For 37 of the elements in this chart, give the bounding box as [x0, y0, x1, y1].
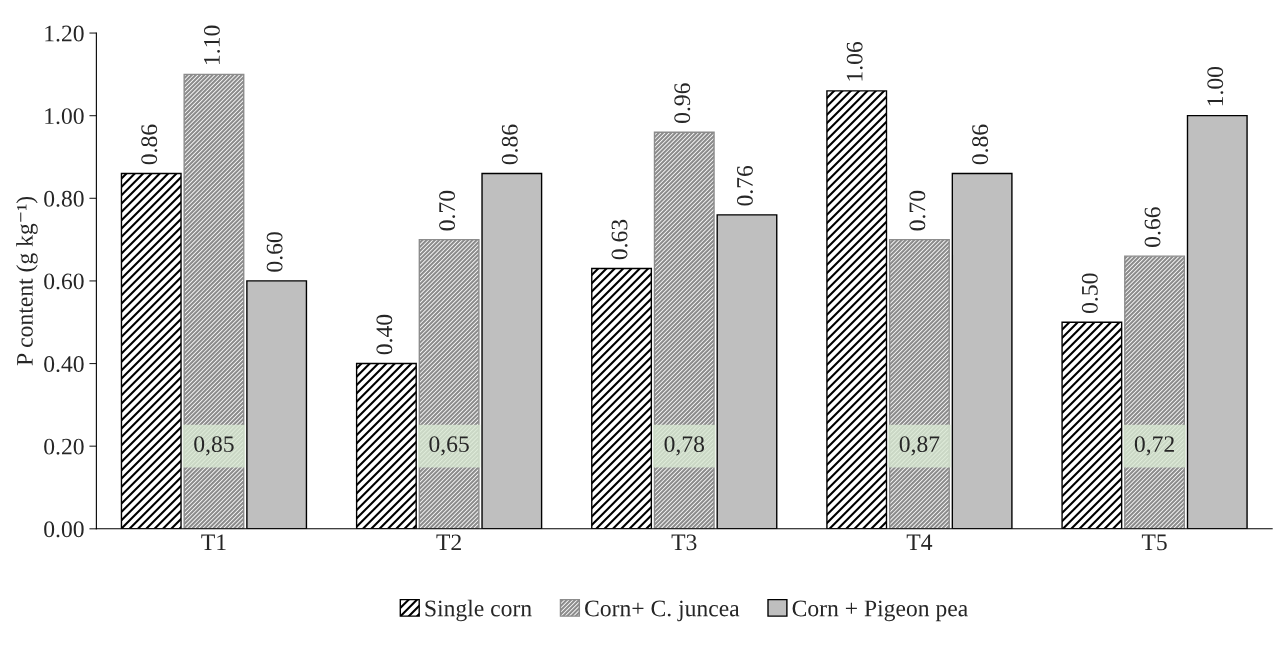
data-label: 0.70: [439, 190, 456, 231]
data-label: 0.40: [376, 314, 393, 355]
x-tick-label: T4: [906, 534, 933, 551]
x-tick-label: T2: [436, 534, 461, 551]
x-tick-label: T1: [201, 534, 226, 551]
y-tick-label: 0.20: [44, 438, 84, 455]
x-tick-label: T3: [671, 534, 697, 551]
data-label: 0.66: [1144, 207, 1161, 247]
data-label: 0.86: [972, 124, 989, 165]
annotation: 0,87: [899, 436, 940, 456]
legend-label: Corn+ C. juncea: [585, 600, 740, 622]
data-label: 0.86: [501, 124, 518, 165]
y-tick-label: 1.20: [45, 25, 84, 42]
data-label: 0.76: [736, 165, 753, 206]
legend-label: Corn + Pigeon pea: [792, 600, 968, 622]
data-label: 0.96: [674, 83, 691, 123]
y-tick-label: 0.80: [44, 190, 84, 207]
data-label: 0.70: [909, 190, 926, 231]
data-label: 0.60: [266, 232, 283, 272]
annotation: 0,72: [1134, 436, 1174, 456]
data-label: 1.10: [203, 25, 220, 64]
bar: [183, 73, 245, 529]
data-label: 1.06: [846, 41, 863, 81]
y-tick-label: 0.00: [44, 521, 84, 538]
data-label: 0.63: [611, 219, 628, 260]
annotation: 0,65: [429, 436, 469, 456]
x-tick-label: T5: [1141, 534, 1167, 551]
data-label: 1.00: [1207, 66, 1224, 106]
y-tick-label: 0.40: [44, 356, 84, 373]
data-label: 0.86: [141, 124, 158, 165]
legend-label: Single corn: [425, 599, 532, 622]
annotation: 0,85: [194, 436, 234, 456]
y-axis-title: P content (g kg⁻¹): [16, 196, 38, 366]
data-label: 0.50: [1081, 273, 1098, 313]
y-tick-label: 1.00: [45, 108, 84, 125]
annotation: 0,78: [664, 436, 705, 456]
y-tick-label: 0.60: [44, 273, 84, 290]
